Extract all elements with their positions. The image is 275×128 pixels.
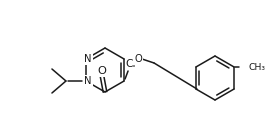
Text: CH₃: CH₃ <box>248 62 265 72</box>
Text: N: N <box>84 76 92 86</box>
Text: N: N <box>84 54 92 64</box>
Text: O: O <box>98 66 106 76</box>
Text: O: O <box>134 54 142 64</box>
Text: Cl: Cl <box>126 59 136 69</box>
